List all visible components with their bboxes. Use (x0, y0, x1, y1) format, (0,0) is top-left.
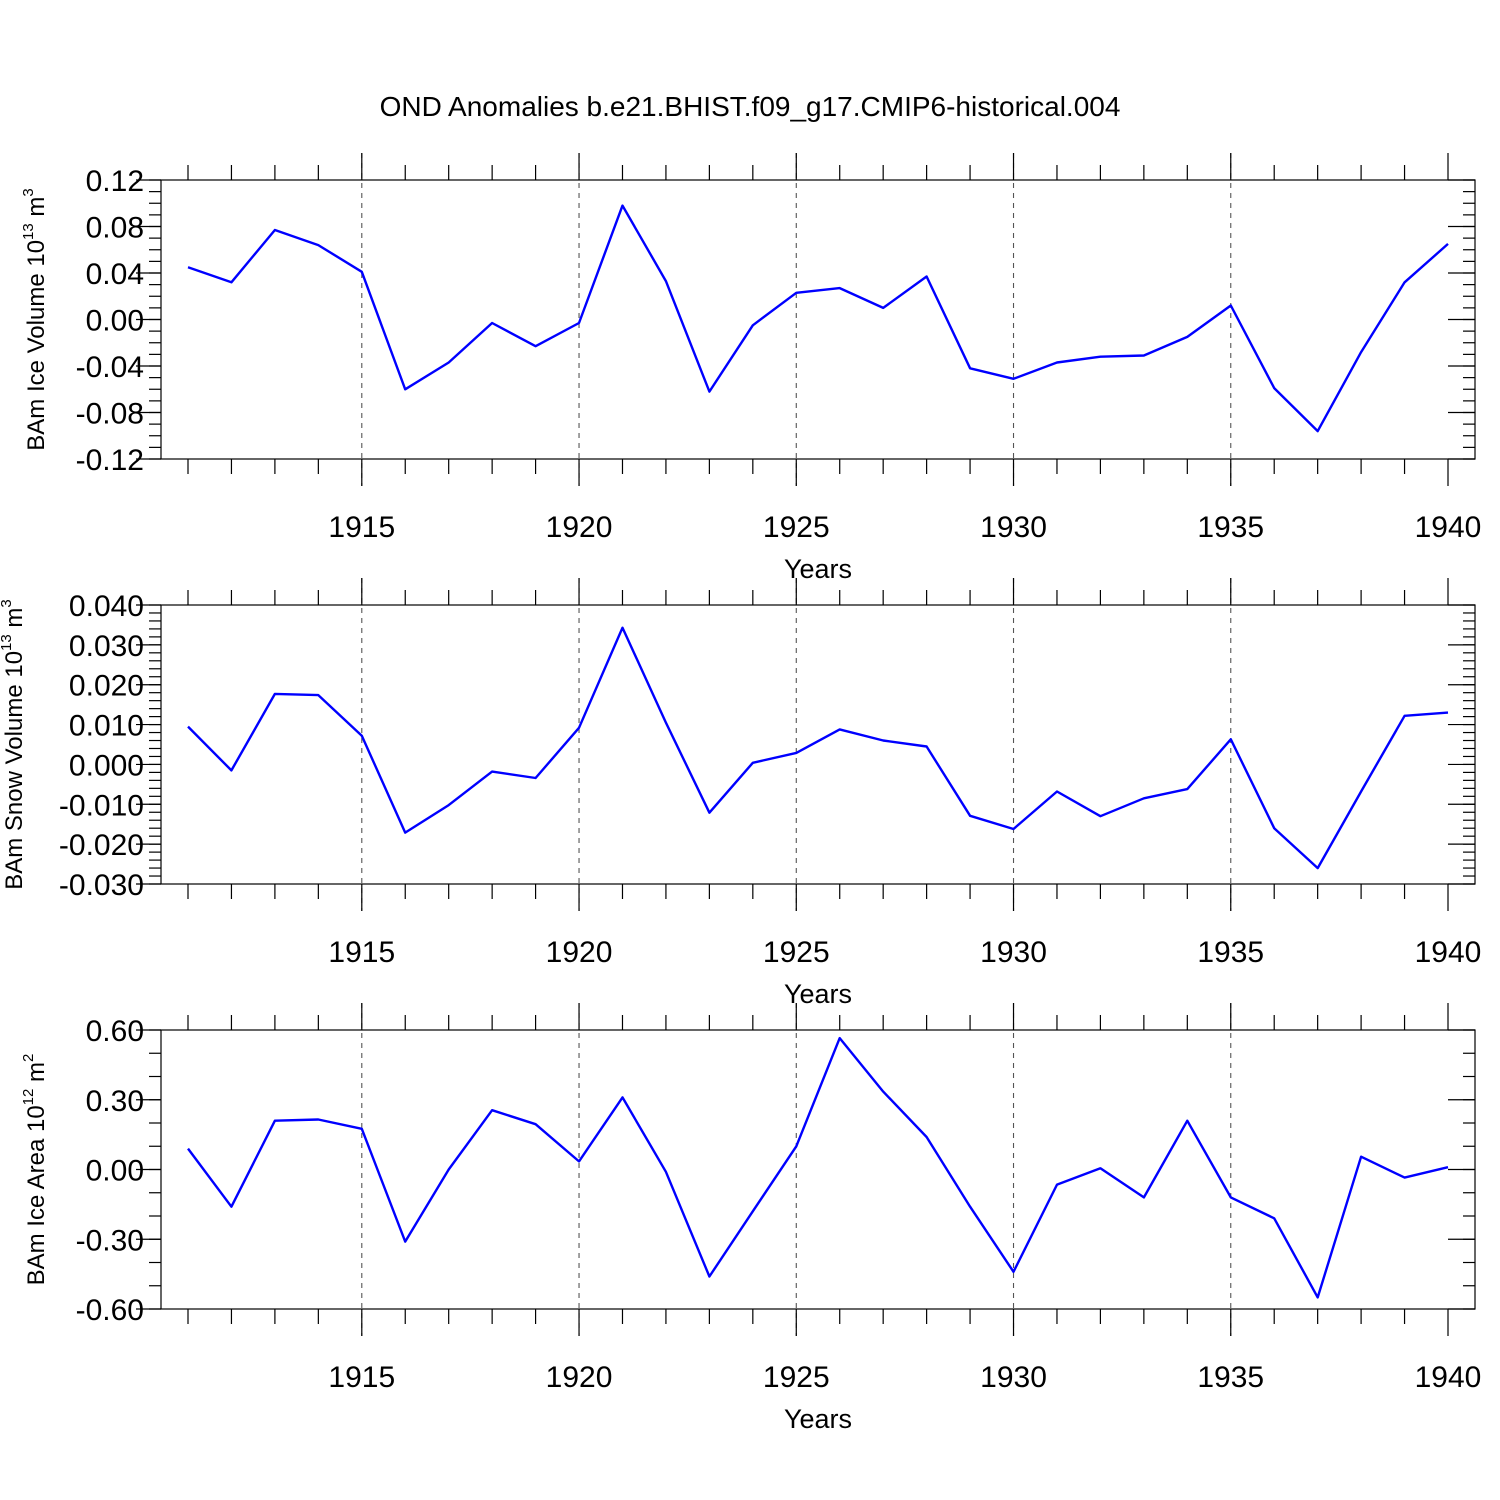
panel-ice-area-xlabel: Years (784, 1404, 852, 1434)
x-tick-label: 1925 (763, 511, 830, 544)
plot-frame (160, 1029, 1476, 1310)
ylabel-unit-exponent: 3 (20, 188, 37, 196)
plot-frame (160, 179, 1476, 460)
x-tick-label: 1920 (546, 1361, 613, 1394)
y-tick-label: -0.020 (59, 829, 144, 862)
y-tick-label: -0.60 (76, 1294, 144, 1327)
ylabel-unit-exponent: 2 (20, 1054, 37, 1062)
y-tick-label: 0.040 (69, 590, 144, 623)
ylabel-exponent: 13 (0, 634, 15, 651)
x-tick-label: 1930 (980, 936, 1047, 969)
panel-snow-volume-ylabel: BAm Snow Volume 1013 m3 (0, 599, 28, 890)
x-tick-label: 1940 (1415, 936, 1482, 969)
y-tick-label: -0.030 (59, 869, 144, 902)
y-tick-label: 0.60 (86, 1015, 144, 1048)
panel-ice-area-ylabel: BAm Ice Area 1012 m2 (20, 1054, 50, 1286)
x-tick-label: 1935 (1197, 936, 1264, 969)
x-tick-label: 1915 (328, 511, 395, 544)
x-tick-label: 1940 (1415, 1361, 1482, 1394)
ylabel-exponent: 13 (20, 223, 37, 240)
y-tick-label: -0.010 (59, 789, 144, 822)
x-tick-label: 1935 (1197, 511, 1264, 544)
x-tick-label: 1935 (1197, 1361, 1264, 1394)
x-tick-label: 1930 (980, 1361, 1047, 1394)
x-tick-label: 1915 (328, 1361, 395, 1394)
ylabel-unit: m (1, 608, 28, 635)
y-tick-label: 0.12 (86, 165, 144, 198)
x-tick-label: 1930 (980, 511, 1047, 544)
y-tick-label: 0.020 (69, 670, 144, 703)
y-tick-label: 0.08 (86, 212, 144, 245)
panel-ice-volume-xlabel: Years (784, 554, 852, 584)
ylabel-main: BAm Ice Area 10 (23, 1105, 50, 1285)
panel-snow-volume-xlabel: Years (784, 979, 852, 1009)
y-tick-label: -0.08 (76, 398, 144, 431)
x-tick-label: 1940 (1415, 511, 1482, 544)
ylabel-unit: m (23, 197, 50, 224)
ylabel-exponent: 12 (20, 1089, 37, 1106)
series-line-ice-area (187, 1036, 1449, 1299)
y-tick-label: -0.12 (76, 444, 144, 477)
y-tick-label: -0.04 (76, 351, 144, 384)
y-tick-label: 0.00 (86, 305, 144, 338)
y-tick-label: -0.30 (76, 1224, 144, 1257)
ylabel-main: BAm Ice Volume 10 (23, 240, 50, 451)
series-line-snow-volume (187, 626, 1449, 870)
x-tick-label: 1920 (546, 936, 613, 969)
plot-frame (160, 604, 1476, 885)
y-tick-label: 0.010 (69, 710, 144, 743)
panel-ice-volume-ylabel: BAm Ice Volume 1013 m3 (20, 188, 50, 450)
ylabel-unit-exponent: 3 (0, 599, 15, 607)
x-tick-label: 1925 (763, 1361, 830, 1394)
y-tick-label: 0.04 (86, 258, 144, 291)
panel-ice-volume: BAm Ice Volume 1013 m3 Years -0.12 -0.08 -… (20, 153, 1481, 584)
y-tick-label: 0.00 (86, 1155, 144, 1188)
series-line-ice-volume (187, 204, 1449, 433)
y-tick-label: 0.30 (86, 1085, 144, 1118)
x-tick-label: 1915 (328, 936, 395, 969)
ylabel-unit: m (23, 1062, 50, 1089)
y-tick-label: 0.000 (69, 749, 144, 782)
x-tick-label: 1925 (763, 936, 830, 969)
figure-title: OND Anomalies b.e21.BHIST.f09_g17.CMIP6-… (380, 91, 1121, 122)
y-tick-label: 0.030 (69, 630, 144, 663)
ylabel-main: BAm Snow Volume 10 (1, 651, 28, 890)
x-tick-label: 1920 (546, 511, 613, 544)
panel-snow-volume: BAm Snow Volume 1013 m3 Years -0.030 -0.0… (0, 578, 1481, 1009)
panel-ice-area: BAm Ice Area 1012 m2 Years -0.60 -0.30 0.0… (20, 1003, 1481, 1434)
